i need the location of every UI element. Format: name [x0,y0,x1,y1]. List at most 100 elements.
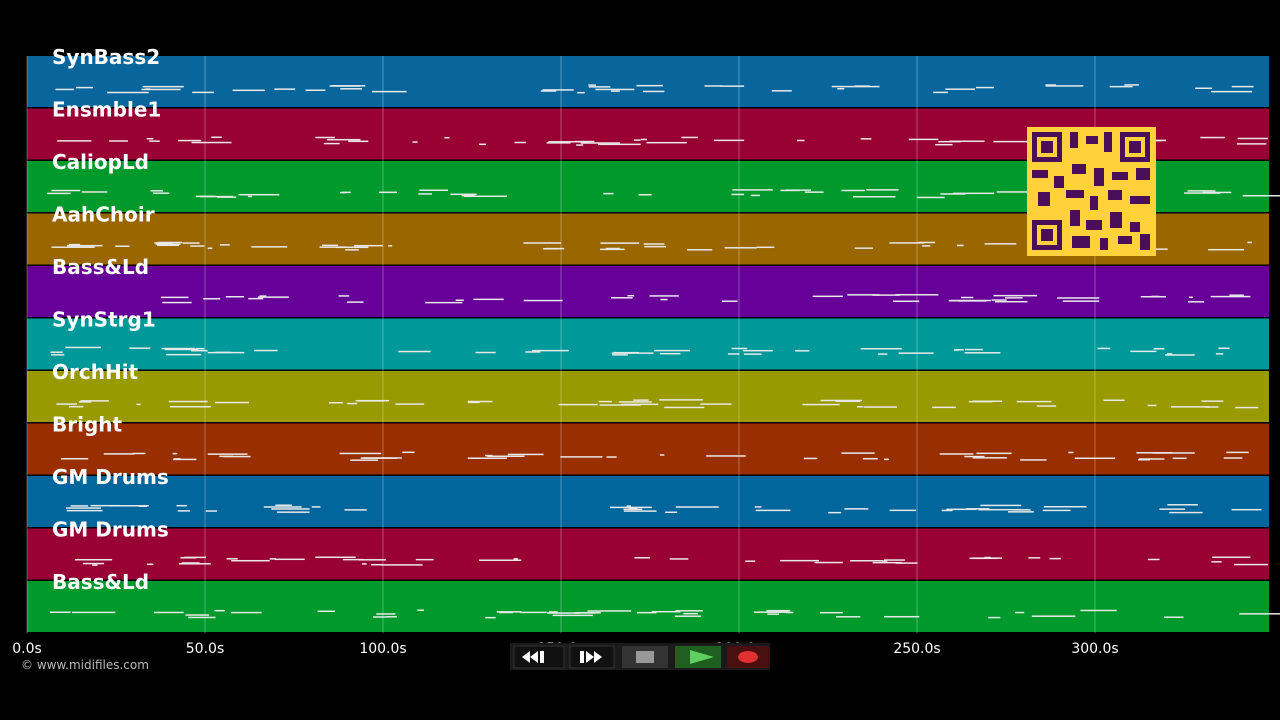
note [540,90,557,92]
note [322,244,339,247]
note [771,90,792,92]
note [847,294,880,296]
note [1008,511,1034,513]
note [988,616,1001,619]
note [1012,509,1031,511]
note [938,140,961,143]
note [953,192,995,195]
note [487,455,525,458]
note [82,562,105,565]
note [922,245,931,247]
rewind-button[interactable] [513,645,565,669]
stop-button[interactable] [622,646,668,668]
note [92,564,98,566]
note [542,89,574,91]
note [623,510,657,512]
note [1049,557,1061,560]
note [1147,404,1157,407]
note [1008,294,1018,297]
note [665,511,678,513]
note [238,193,280,196]
note [335,246,369,249]
note [479,143,487,146]
note [49,611,71,613]
note [618,401,652,403]
note [67,244,103,247]
note [795,350,810,352]
note [525,351,541,353]
track-name: Bass&Ld [52,570,149,594]
note [1016,400,1052,403]
note [398,350,431,353]
note [523,299,563,302]
note [141,88,181,91]
note [803,457,818,460]
note [149,140,160,142]
note [1223,457,1243,459]
note [185,614,210,616]
note [274,558,305,561]
note [415,558,434,561]
note [1080,609,1117,612]
note [178,139,202,142]
copyright: © www.midifiles.com [21,658,149,672]
note [232,89,265,92]
note [750,194,760,197]
note [1152,452,1195,454]
note [478,559,522,561]
note [714,139,745,142]
note-pattern [49,609,1280,619]
note [523,242,562,244]
note [544,247,565,250]
time-tick-label: 250.0s [893,641,940,657]
note [71,611,116,614]
track-name: SynBass2 [52,45,160,69]
note [548,611,558,613]
note [485,616,496,619]
note [872,294,901,296]
note [984,556,991,559]
note [972,400,1003,403]
note [56,403,78,405]
note [964,348,983,351]
note [362,457,402,459]
fast-forward-button[interactable] [569,645,615,669]
note [908,138,939,141]
note [395,403,425,405]
note [612,354,628,356]
note [305,89,326,91]
note [371,90,407,93]
note [57,140,92,142]
note [1188,296,1193,299]
note [857,406,864,408]
note [1014,611,1025,614]
note [605,247,620,250]
note [866,189,899,191]
record-button[interactable] [727,646,769,668]
note [683,612,698,615]
note [519,611,547,614]
note [1169,511,1203,514]
note [354,244,383,247]
note [50,351,63,353]
note [207,247,213,249]
track-name: GM Drums [52,465,169,489]
note [158,241,183,244]
note [328,401,343,404]
note [560,456,603,458]
note [731,347,748,350]
note [257,296,289,298]
note [311,506,321,508]
note [642,90,665,93]
note [755,509,791,512]
time-tick-label: 100.0s [359,641,406,657]
note [976,452,1012,455]
note [254,349,278,352]
note [78,401,92,403]
note [214,401,250,404]
note [1201,400,1224,402]
note [1226,451,1249,454]
play-button[interactable] [675,646,721,668]
note [74,558,113,561]
note [444,136,450,139]
